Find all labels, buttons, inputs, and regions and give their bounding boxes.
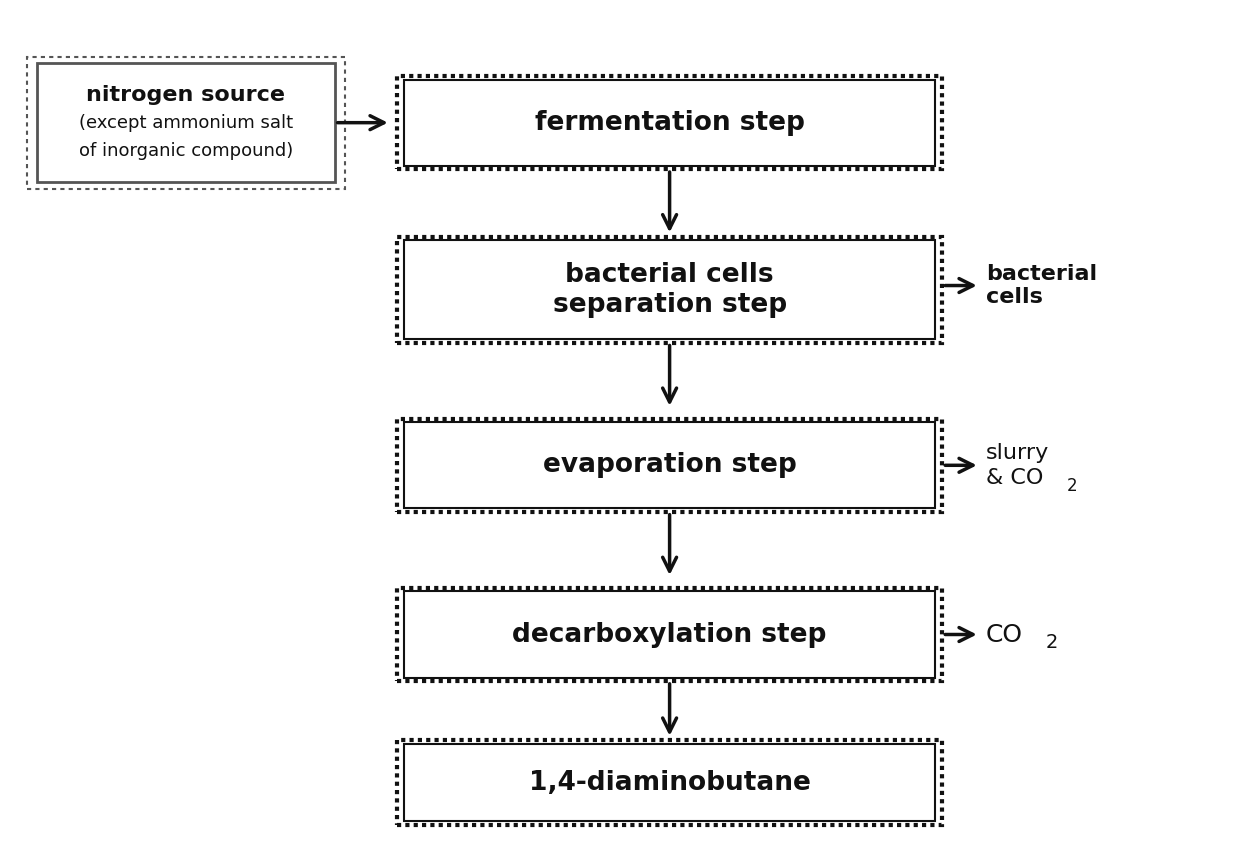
Text: CO: CO bbox=[986, 623, 1023, 646]
Bar bbox=[27, 57, 345, 189]
Bar bbox=[404, 591, 935, 678]
Text: evaporation step: evaporation step bbox=[543, 453, 796, 478]
Text: bacterial cells
separation step: bacterial cells separation step bbox=[553, 261, 786, 318]
Text: decarboxylation step: decarboxylation step bbox=[512, 622, 827, 647]
Bar bbox=[387, 412, 952, 519]
Bar bbox=[404, 80, 935, 166]
Text: bacterial
cells: bacterial cells bbox=[986, 264, 1097, 307]
Text: 2: 2 bbox=[1066, 477, 1078, 496]
Bar bbox=[404, 744, 935, 821]
Bar bbox=[404, 240, 935, 339]
Text: 1,4-diaminobutane: 1,4-diaminobutane bbox=[528, 770, 811, 795]
Bar bbox=[397, 588, 942, 681]
Bar bbox=[387, 581, 952, 688]
Text: & CO: & CO bbox=[986, 468, 1043, 488]
Bar bbox=[397, 76, 942, 169]
Bar bbox=[387, 69, 952, 176]
Text: 2: 2 bbox=[1045, 634, 1058, 652]
Text: fermentation step: fermentation step bbox=[534, 110, 805, 135]
Bar bbox=[397, 419, 942, 512]
Bar bbox=[387, 230, 952, 349]
Bar bbox=[397, 237, 942, 343]
Bar bbox=[37, 63, 335, 182]
Bar bbox=[397, 740, 942, 825]
Bar bbox=[387, 733, 952, 832]
Text: nitrogen source: nitrogen source bbox=[87, 85, 285, 105]
Text: slurry: slurry bbox=[986, 442, 1049, 463]
Bar bbox=[404, 422, 935, 508]
Text: (except ammonium salt: (except ammonium salt bbox=[79, 113, 293, 132]
Text: of inorganic compound): of inorganic compound) bbox=[79, 141, 293, 160]
